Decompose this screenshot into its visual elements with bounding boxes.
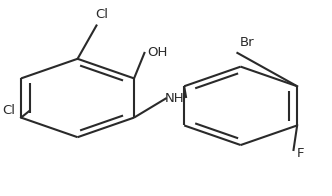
Text: OH: OH bbox=[148, 46, 168, 59]
Text: NH: NH bbox=[165, 92, 185, 104]
Text: Cl: Cl bbox=[96, 8, 109, 21]
Text: F: F bbox=[297, 147, 304, 160]
Text: Br: Br bbox=[240, 36, 255, 49]
Text: Cl: Cl bbox=[2, 104, 15, 117]
